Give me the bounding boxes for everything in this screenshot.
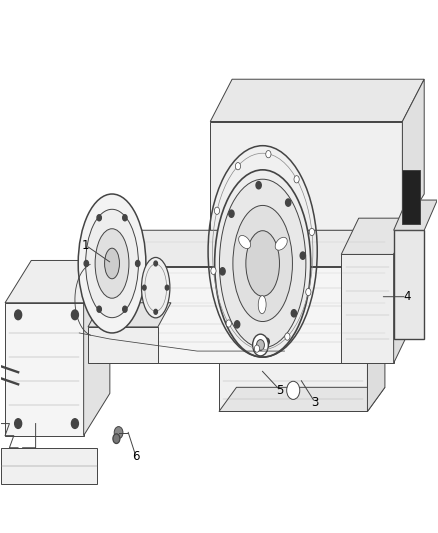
Polygon shape (394, 200, 437, 230)
Ellipse shape (258, 296, 266, 314)
Polygon shape (88, 303, 171, 327)
Ellipse shape (141, 257, 170, 318)
Circle shape (291, 310, 297, 317)
Text: 5: 5 (276, 384, 284, 397)
Circle shape (234, 321, 240, 328)
Text: 1: 1 (82, 239, 90, 252)
Polygon shape (5, 261, 110, 303)
Circle shape (14, 310, 21, 320)
Polygon shape (210, 79, 424, 122)
Ellipse shape (239, 236, 251, 249)
Circle shape (214, 207, 219, 214)
Circle shape (143, 285, 146, 290)
Circle shape (304, 372, 308, 378)
Polygon shape (5, 303, 84, 435)
Circle shape (253, 334, 268, 356)
Ellipse shape (246, 231, 279, 296)
Polygon shape (341, 218, 411, 254)
Circle shape (211, 267, 216, 274)
Circle shape (254, 345, 260, 352)
Ellipse shape (233, 205, 293, 321)
Polygon shape (367, 339, 385, 411)
Circle shape (294, 176, 299, 183)
Polygon shape (341, 254, 394, 363)
Circle shape (287, 381, 300, 399)
Circle shape (269, 372, 274, 378)
Ellipse shape (275, 237, 287, 250)
Circle shape (165, 285, 169, 290)
Polygon shape (97, 266, 385, 363)
Circle shape (306, 288, 311, 296)
Polygon shape (1, 448, 97, 484)
Circle shape (71, 419, 78, 429)
Polygon shape (97, 230, 407, 266)
Polygon shape (97, 327, 407, 363)
Circle shape (285, 333, 290, 340)
Ellipse shape (95, 229, 129, 298)
Circle shape (339, 372, 343, 378)
Circle shape (220, 268, 225, 275)
Polygon shape (219, 387, 385, 411)
Polygon shape (403, 170, 420, 224)
Ellipse shape (215, 170, 311, 357)
Polygon shape (210, 122, 403, 230)
Circle shape (71, 310, 78, 320)
Circle shape (266, 150, 271, 158)
Circle shape (46, 463, 51, 469)
Polygon shape (403, 79, 424, 230)
Text: 6: 6 (132, 450, 140, 463)
Ellipse shape (78, 194, 146, 333)
Polygon shape (219, 363, 367, 411)
Polygon shape (394, 218, 411, 363)
Circle shape (123, 306, 127, 312)
Circle shape (136, 261, 140, 266)
Circle shape (14, 419, 21, 429)
Circle shape (264, 338, 269, 345)
Circle shape (229, 210, 234, 217)
Text: 4: 4 (403, 290, 410, 303)
Circle shape (114, 426, 123, 439)
Circle shape (123, 215, 127, 221)
Circle shape (309, 228, 314, 236)
Polygon shape (84, 261, 110, 435)
Circle shape (235, 163, 240, 170)
Polygon shape (88, 327, 158, 363)
Ellipse shape (86, 209, 138, 318)
Circle shape (84, 261, 88, 266)
Circle shape (113, 434, 120, 443)
Circle shape (300, 252, 305, 259)
Circle shape (286, 199, 291, 206)
Circle shape (154, 309, 157, 314)
Polygon shape (394, 230, 424, 339)
Circle shape (234, 372, 239, 378)
Circle shape (154, 261, 157, 266)
Ellipse shape (105, 248, 120, 279)
Circle shape (257, 340, 265, 351)
Circle shape (97, 215, 101, 221)
Circle shape (256, 182, 261, 189)
Text: 3: 3 (311, 396, 319, 409)
Ellipse shape (219, 179, 306, 348)
Circle shape (97, 306, 101, 312)
Circle shape (226, 320, 231, 327)
